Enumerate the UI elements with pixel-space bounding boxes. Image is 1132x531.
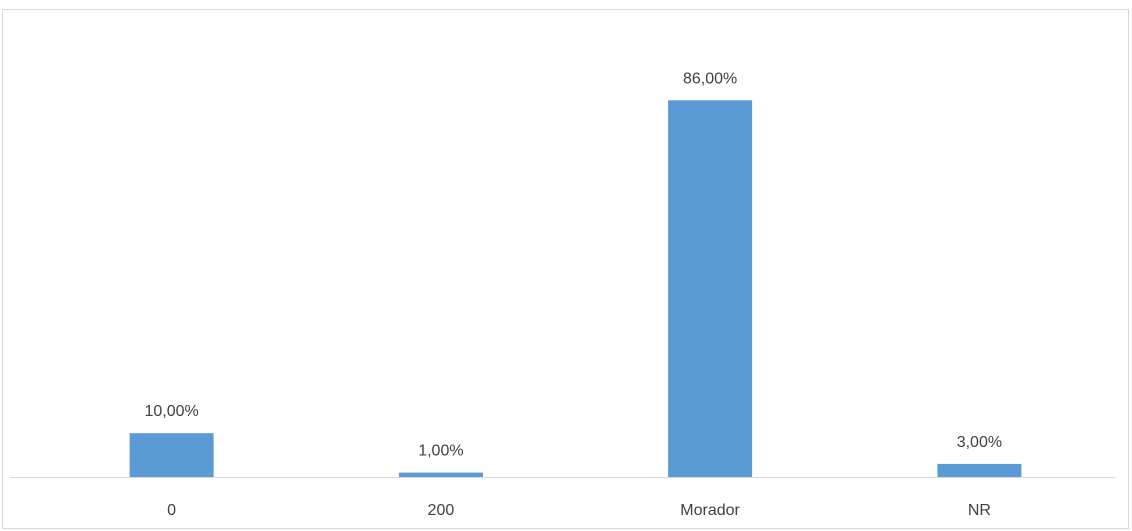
x-tick-labels-group: 0 200 Morador NR — [167, 502, 991, 519]
data-label-0: 10,00% — [144, 403, 198, 420]
bar-nr — [937, 463, 1022, 477]
bar-morador — [668, 100, 753, 478]
data-label-nr: 3,00% — [957, 434, 1002, 451]
bar-200 — [398, 472, 483, 477]
x-tick-label-morador: Morador — [680, 502, 740, 519]
x-tick-label-0: 0 — [167, 502, 176, 519]
bar-0 — [129, 433, 214, 477]
bars-group — [129, 100, 1022, 478]
x-tick-label-nr: NR — [968, 502, 991, 519]
x-tick-label-200: 200 — [428, 502, 455, 519]
data-label-200: 1,00% — [418, 443, 463, 460]
data-label-morador: 86,00% — [683, 70, 737, 87]
data-labels-group: 10,00% 1,00% 86,00% 3,00% — [144, 70, 1002, 459]
